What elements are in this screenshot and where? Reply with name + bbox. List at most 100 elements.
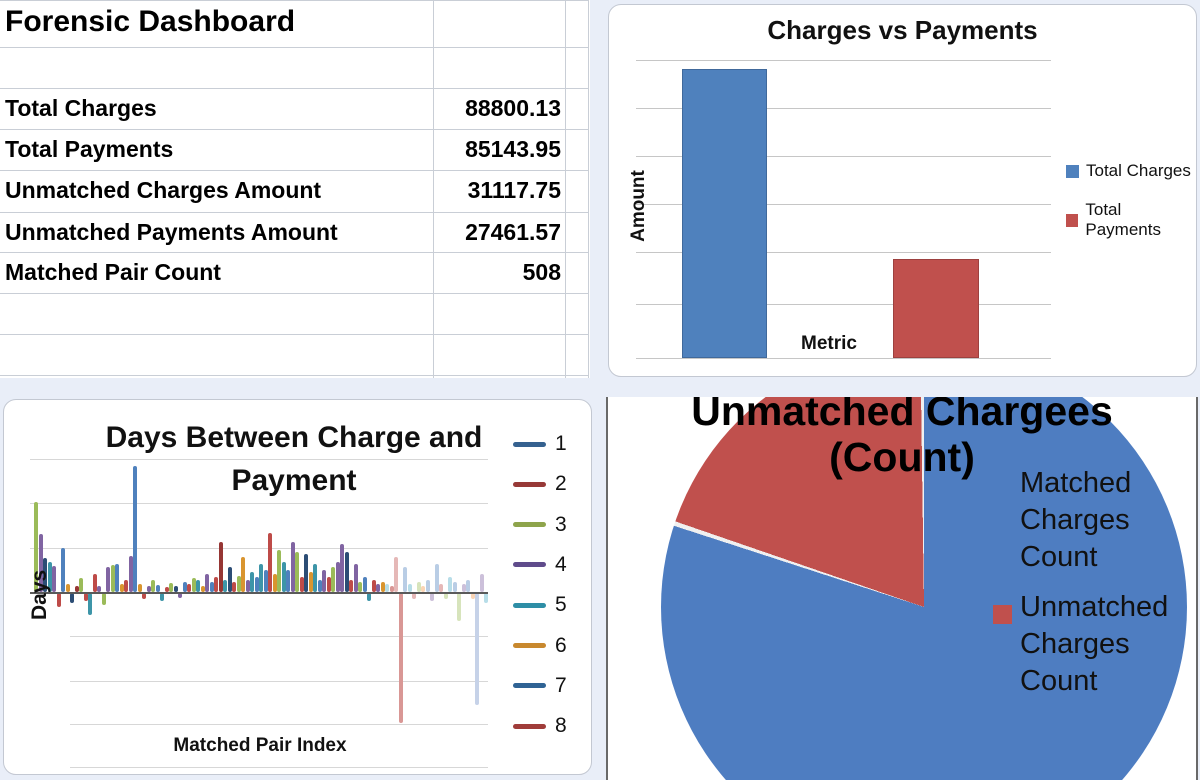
- bar: [241, 557, 245, 592]
- bar: [421, 586, 425, 592]
- bar: [119, 584, 124, 592]
- metric-label-cell[interactable]: Unmatched Payments Amount: [5, 219, 338, 245]
- metric-value-cell[interactable]: 508: [522, 259, 561, 285]
- bar: [61, 548, 65, 592]
- bar: [358, 582, 362, 592]
- sheet-title-cell[interactable]: Forensic Dashboard: [5, 5, 296, 38]
- chart-title-line2: (Count): [829, 434, 975, 480]
- bar: [128, 556, 133, 592]
- gridline: [636, 60, 1051, 61]
- bar: [79, 578, 83, 592]
- gridline: [30, 503, 488, 504]
- legend-label: Matched Charges Count: [1020, 467, 1132, 573]
- metric-label-cell[interactable]: Matched Pair Count: [5, 259, 221, 285]
- bar: [434, 564, 439, 592]
- bar: [223, 580, 227, 592]
- legend-line-icon: [513, 643, 546, 648]
- bar: [412, 593, 416, 599]
- bar: [133, 466, 137, 592]
- legend-swatch-icon: [993, 605, 1012, 624]
- bar: [407, 584, 412, 592]
- sheet-row-line: [0, 170, 588, 171]
- unmatched-charges-pie-chart[interactable]: Unmatched Chargees (Count) Matched Charg…: [606, 397, 1198, 780]
- bar: [430, 593, 434, 601]
- legend-item: 7: [513, 674, 567, 697]
- metric-value-cell[interactable]: 27461.57: [465, 219, 561, 245]
- metric-label-cell[interactable]: Total Payments: [5, 136, 174, 162]
- legend-line-icon: [513, 723, 546, 729]
- bar: [466, 580, 470, 592]
- bar: [272, 574, 277, 592]
- spreadsheet-panel[interactable]: Forensic Dashboard Total Charges 88800.13…: [0, 0, 590, 378]
- zero-axis-line: [30, 592, 488, 594]
- bar-total-payments: [893, 259, 979, 358]
- pie-graphic: [661, 397, 1187, 780]
- gridline: [636, 204, 1051, 205]
- bar: [353, 564, 358, 592]
- gridline: [636, 252, 1051, 253]
- bar: [398, 593, 403, 723]
- sheet-column-line: [433, 0, 434, 378]
- gridline: [70, 724, 488, 725]
- legend-label: 5: [555, 593, 567, 617]
- gridline: [636, 304, 1051, 305]
- sheet-row-line: [0, 375, 588, 376]
- legend-swatch-icon: [1066, 164, 1079, 178]
- legend-item: Total Charges: [1066, 161, 1191, 181]
- metric-value-cell[interactable]: 31117.75: [467, 177, 561, 203]
- gridline: [70, 636, 488, 637]
- y-axis-title: Amount: [628, 170, 649, 242]
- chart-title: Days Between Charge and Payment: [44, 416, 544, 502]
- metric-label-cell[interactable]: Total Charges: [5, 95, 157, 121]
- bar: [178, 593, 182, 598]
- bar: [151, 580, 155, 592]
- chart-title-line1: Unmatched Chargees: [691, 397, 1113, 434]
- bar: [254, 577, 259, 592]
- metric-label-cell[interactable]: Unmatched Charges Amount: [5, 177, 322, 203]
- bar: [115, 564, 119, 592]
- bar: [173, 586, 178, 592]
- metric-value-cell[interactable]: 85143.95: [465, 136, 561, 162]
- bar: [200, 586, 205, 592]
- bar: [182, 582, 187, 592]
- bar: [299, 577, 304, 592]
- bar: [322, 570, 326, 592]
- bar: [232, 582, 236, 592]
- bar: [160, 593, 164, 601]
- gridline: [30, 459, 488, 460]
- bar: [47, 562, 52, 592]
- sheet-row-line: [0, 252, 588, 253]
- bar: [169, 583, 173, 592]
- bar: [448, 577, 452, 592]
- legend-label: 2: [555, 472, 567, 496]
- chart-title: Unmatched Chargees (Count): [608, 397, 1196, 480]
- legend-label: Total Payments: [1085, 200, 1161, 239]
- metric-value-cell[interactable]: 88800.13: [465, 95, 561, 121]
- bar: [290, 542, 295, 592]
- legend-item: 2: [513, 472, 567, 496]
- sheet-column-line: [565, 0, 566, 378]
- bar: [70, 593, 74, 603]
- bar: [146, 586, 151, 592]
- sheet-row-line: [0, 293, 588, 294]
- bar: [164, 587, 169, 592]
- bar: [475, 593, 479, 705]
- bar: [470, 593, 475, 599]
- days-between-chart[interactable]: Days Between Charge and Payment Days Mat…: [3, 399, 592, 775]
- legend-item: 3: [513, 513, 567, 536]
- y-axis-title: Days: [28, 569, 51, 621]
- bar: [277, 550, 281, 592]
- charges-vs-payments-chart[interactable]: Charges vs Payments Amount Metric Total …: [608, 4, 1197, 377]
- bar: [263, 570, 268, 592]
- legend-item: 4: [513, 552, 567, 576]
- bar: [479, 574, 484, 592]
- legend-label: 4: [555, 552, 567, 576]
- x-axis-title: Matched Pair Index: [173, 735, 347, 756]
- bar: [335, 562, 340, 592]
- legend-line-icon: [513, 683, 546, 689]
- bar: [218, 542, 223, 592]
- legend-label: 1: [555, 432, 567, 455]
- legend-line-icon: [513, 441, 546, 447]
- bar: [340, 544, 344, 592]
- bar: [101, 593, 106, 605]
